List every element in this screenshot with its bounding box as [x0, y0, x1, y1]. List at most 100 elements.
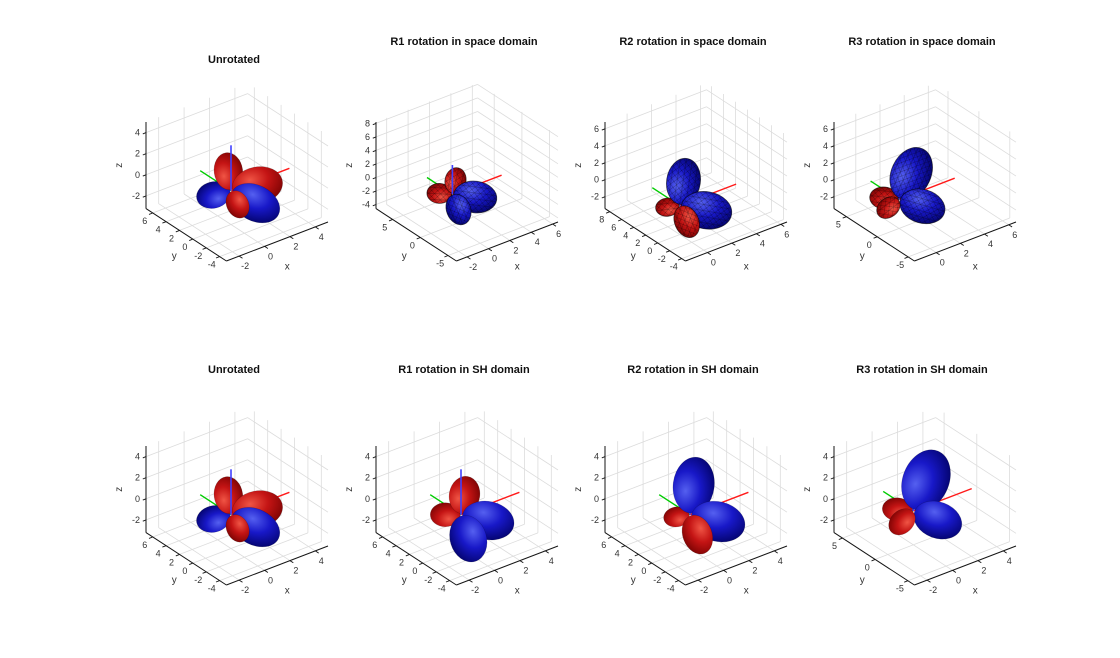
lobe-positive	[430, 502, 461, 527]
subplot-r3-space-canvas: 6 4 2 0 -2 5 0 -5 0 2 4 6 z y x	[802, 85, 1017, 273]
y-tick-label: 5	[836, 220, 841, 230]
z-tick-label: -2	[820, 192, 828, 202]
y-tick-label: 6	[611, 223, 616, 233]
x-tick-label: 4	[549, 556, 554, 566]
x-tick-label: 0	[268, 251, 273, 261]
y-axis-label: y	[631, 575, 636, 586]
y-axis-label: y	[860, 575, 865, 586]
lobe-mesh-overlay	[666, 157, 701, 205]
z-tick-label: 0	[594, 175, 599, 185]
y-tick-label: 0	[865, 562, 870, 572]
z-tick-label: -2	[591, 515, 599, 525]
z-tick-label: 0	[365, 173, 370, 183]
tick-marks	[372, 456, 549, 583]
z-tick-label: -2	[132, 515, 140, 525]
x-tick-label: 2	[293, 566, 298, 576]
axis-rulers	[833, 446, 1017, 586]
y-tick-label: 4	[156, 225, 161, 235]
z-tick-label: 0	[135, 494, 140, 504]
z-tick-label: 6	[823, 124, 828, 134]
x-axis-label: x	[515, 586, 520, 597]
lobe-positive	[681, 514, 714, 555]
subplot-title: R3 rotation in SH domain	[856, 364, 988, 376]
y-axis-label: y	[172, 575, 177, 586]
subplot-title: R2 rotation in SH domain	[627, 364, 759, 376]
z-tick-label: -2	[820, 515, 828, 525]
subplot-title: Unrotated	[208, 364, 260, 376]
lobe-mesh-overlay	[673, 205, 700, 238]
subplot-unrotated-sh: Unrotated 4 2 0 -2 6 4 2 0 -2 -4 -2 0 2 4 z y x	[109, 332, 359, 652]
z-tick-label: 2	[365, 159, 370, 169]
subplot-r3-sh: R3 rotation in SH domain 4 2 0 -2 5 0 -5 -2 0 2 4 z y…	[797, 332, 1047, 652]
x-tick-label: 6	[556, 229, 561, 239]
z-tick-label: 0	[823, 494, 828, 504]
y-tick-label: 0	[412, 566, 417, 576]
z-axis-label: z	[344, 487, 355, 492]
y-tick-label: 6	[142, 540, 147, 550]
subplot-r3-sh-canvas: 4 2 0 -2 5 0 -5 -2 0 2 4 z y x	[802, 411, 1017, 597]
z-tick-label: -4	[362, 200, 370, 210]
y-tick-label: 0	[641, 566, 646, 576]
subplot-title: R3 rotation in space domain	[848, 36, 996, 48]
y-tick-label: 0	[410, 241, 415, 251]
x-tick-label: 4	[535, 237, 540, 247]
x-tick-label: 2	[735, 248, 740, 258]
lobe-negative	[901, 449, 951, 511]
x-axis-label: x	[973, 586, 978, 597]
x-tick-label: 6	[1012, 230, 1017, 240]
z-tick-label: 4	[365, 145, 370, 155]
z-tick-label: -2	[362, 186, 370, 196]
x-axis-label: x	[285, 262, 290, 273]
y-tick-label: -5	[896, 260, 904, 270]
subplot-title: R1 rotation in space domain	[390, 36, 538, 48]
z-tick-label: 2	[365, 473, 370, 483]
subplot-r2-sh: R2 rotation in SH domain 4 2 0 -2 6 4 2 0 -2 -4 -2 0…	[568, 332, 818, 652]
z-tick-label: 6	[594, 124, 599, 134]
x-tick-label: 4	[319, 556, 324, 566]
z-tick-label: 2	[823, 473, 828, 483]
y-tick-label: -2	[194, 251, 202, 261]
y-tick-label: 5	[832, 541, 837, 551]
lobe-negative	[672, 456, 715, 514]
tick-marks	[372, 122, 557, 260]
z-tick-label: 4	[594, 452, 599, 462]
y-tick-label: 6	[372, 540, 377, 550]
x-tick-label: -2	[471, 585, 479, 595]
x-axis-label: x	[515, 262, 520, 273]
z-tick-label: 4	[823, 452, 828, 462]
tick-marks	[830, 128, 1013, 259]
x-axis-label: x	[973, 262, 978, 273]
y-tick-label: 2	[169, 233, 174, 243]
z-tick-label: 2	[823, 158, 828, 168]
z-tick-label: 8	[365, 118, 370, 128]
x-tick-label: 0	[956, 575, 961, 585]
y-tick-label: 0	[182, 566, 187, 576]
y-tick-label: 5	[382, 222, 387, 232]
y-tick-label: -5	[896, 584, 904, 594]
z-tick-label: 0	[823, 175, 828, 185]
y-tick-label: 0	[867, 240, 872, 250]
z-tick-label: 4	[594, 141, 599, 151]
subplot-title: R1 rotation in SH domain	[398, 364, 530, 376]
lobe-mesh-overlay	[889, 147, 933, 200]
subplot-title: R2 rotation in space domain	[619, 36, 767, 48]
y-axis-label: y	[172, 251, 177, 262]
z-tick-label: 2	[594, 158, 599, 168]
y-tick-label: 2	[169, 557, 174, 567]
y-tick-label: -4	[670, 262, 678, 272]
z-tick-label: 4	[365, 452, 370, 462]
x-tick-label: 6	[784, 229, 789, 239]
lobe-negative	[196, 505, 231, 533]
x-tick-label: -2	[469, 262, 477, 272]
z-tick-label: 2	[135, 473, 140, 483]
x-tick-label: 0	[498, 575, 503, 585]
x-tick-label: 0	[711, 258, 716, 268]
x-tick-label: -2	[241, 261, 249, 271]
x-tick-label: 2	[513, 246, 518, 256]
axis-rulers	[145, 446, 329, 586]
tick-marks	[601, 456, 778, 583]
